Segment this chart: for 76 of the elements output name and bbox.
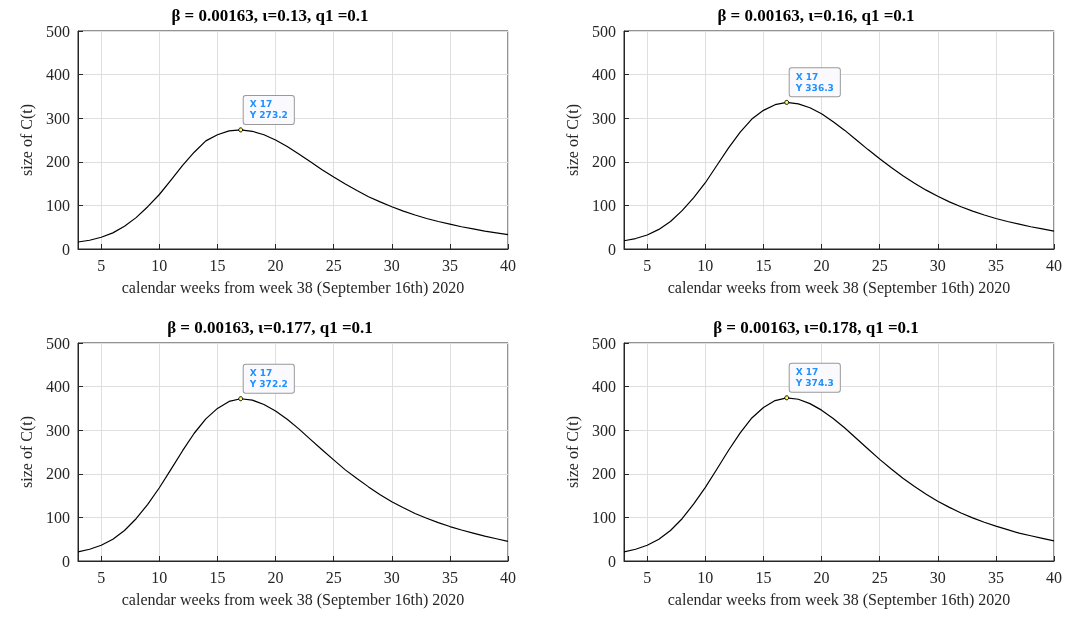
y-axis-title: size of C(t) [17,104,36,176]
y-tick-label: 100 [46,508,70,526]
y-tick-label: 400 [46,377,70,395]
y-axis-title: size of C(t) [17,415,36,488]
y-tick-label: 200 [592,153,616,171]
y-axis-title: size of C(t) [563,104,582,176]
x-axis-title: calendar weeks from week 38 (September 16th) 2020 [121,590,465,608]
x-tick-label: 20 [267,568,284,585]
y-tick-label: 300 [592,421,616,439]
x-tick-label: 35 [441,568,458,585]
x-tick-label: 30 [383,256,400,274]
y-tick-label: 0 [62,552,70,569]
x-tick-label: 5 [97,256,106,274]
x-tick-label: 15 [209,256,226,274]
annotation: X 17 Y 273.2 [248,99,288,121]
x-tick-label: 20 [267,256,284,274]
x-tick-label: 15 [755,256,772,274]
y-tick-label: 400 [592,377,616,395]
y-axis-title: size of C(t) [563,415,582,488]
x-tick-label: 10 [151,256,168,274]
y-tick-label: 500 [46,334,70,351]
y-tick-label: 200 [46,153,70,171]
annotation: X 17 Y 336.3 [794,71,834,93]
x-tick-label: 40 [1046,568,1062,585]
y-tick-label: 500 [592,334,616,351]
y-tick-label: 100 [592,196,616,214]
chart-title: β = 0.00163, ι=0.13, q1 =0.1 [171,6,369,25]
y-tick-label: 300 [46,421,70,439]
y-tick-label: 0 [608,552,616,569]
x-tick-label: 25 [871,568,888,585]
x-axis-title: calendar weeks from week 38 (September 16th) 2020 [667,590,1011,608]
line-series [623,396,1055,552]
y-tick-label: 400 [592,66,616,84]
x-tick-label: 40 [500,256,516,274]
x-tick-label: 25 [325,568,342,585]
y-tick-label: 100 [592,508,616,526]
x-tick-label: 30 [929,568,946,585]
x-tick-label: 25 [325,256,342,274]
x-tick-label: 10 [697,256,714,274]
x-tick-label: 40 [1046,256,1062,274]
x-tick-label: 35 [987,568,1004,585]
y-tick-label: 0 [62,240,70,258]
y-tick-label: 300 [46,109,70,127]
x-tick-label: 35 [987,256,1004,274]
x-tick-label: 10 [151,568,168,585]
x-tick-label: 5 [97,568,106,585]
x-tick-label: 5 [643,568,652,585]
x-tick-label: 15 [755,568,772,585]
line-series [623,101,1055,242]
chart-title: β = 0.00163, ι=0.178, q1 =0.1 [713,317,919,337]
chart-title: β = 0.00163, ι=0.177, q1 =0.1 [167,317,373,337]
x-tick-label: 25 [871,256,888,274]
x-tick-label: 5 [643,256,652,274]
y-tick-label: 300 [592,109,616,127]
line-series [77,129,509,243]
x-tick-label: 15 [209,568,226,585]
annotation: X 17 Y 374.3 [794,366,834,388]
y-tick-label: 200 [46,464,70,482]
y-tick-label: 200 [592,464,616,482]
chart-title: β = 0.00163, ι=0.16, q1 =0.1 [717,6,915,25]
line-series [77,397,509,552]
y-tick-label: 100 [46,196,70,214]
y-tick-label: 500 [592,22,616,40]
annotation: X 17 Y 372.2 [248,367,288,389]
y-tick-label: 400 [46,66,70,84]
x-tick-label: 10 [697,568,714,585]
x-tick-label: 40 [500,568,516,585]
x-tick-label: 30 [383,568,400,585]
x-tick-label: 20 [813,568,830,585]
y-tick-label: 0 [608,240,616,258]
x-axis-title: calendar weeks from week 38 (September 16th) 2020 [667,278,1011,297]
x-tick-label: 35 [441,256,458,274]
y-tick-label: 500 [46,22,70,40]
x-tick-label: 30 [929,256,946,274]
x-axis-title: calendar weeks from week 38 (September 16th) 2020 [121,278,465,297]
x-tick-label: 20 [813,256,830,274]
